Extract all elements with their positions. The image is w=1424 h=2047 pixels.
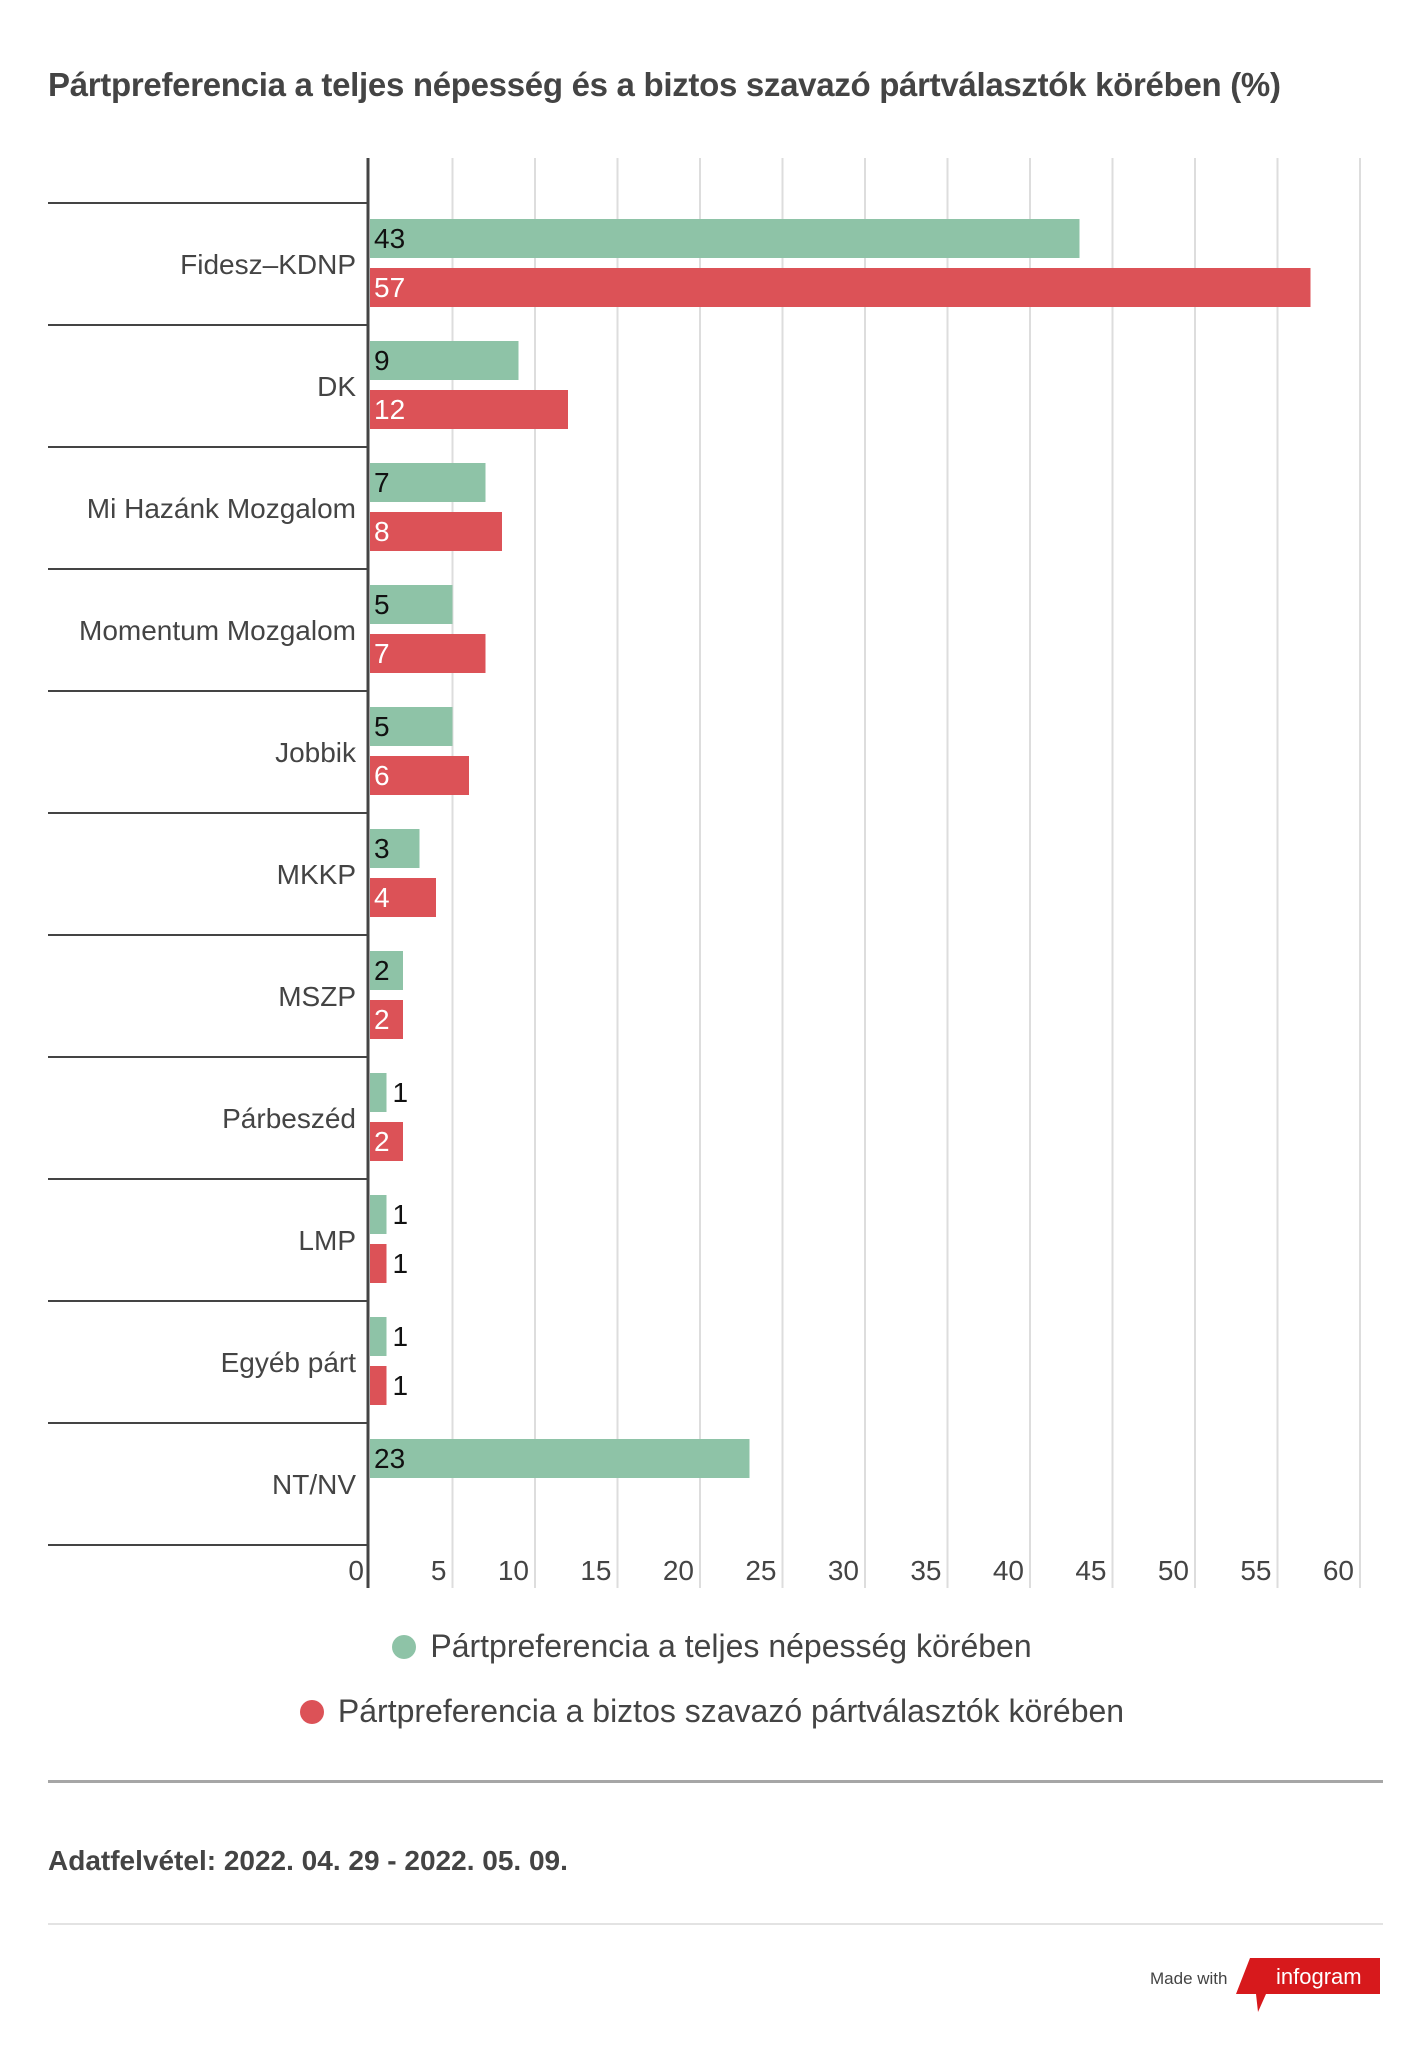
data-label: 2 bbox=[374, 1126, 390, 1157]
category-label: LMP bbox=[298, 1225, 356, 1256]
data-label: 9 bbox=[374, 345, 390, 376]
bar-series-2 bbox=[370, 390, 568, 429]
bar-series-1 bbox=[370, 951, 403, 990]
chart-title: Pártpreferencia a teljes népesség és a b… bbox=[48, 66, 1281, 103]
data-label: 2 bbox=[374, 955, 390, 986]
x-axis-ticks: 0 5 10 15 20 25 30 35 40 45 50 55 60 bbox=[348, 1555, 1354, 1586]
category-label: Fidesz–KDNP bbox=[180, 249, 356, 280]
bar-series-1 bbox=[370, 707, 453, 746]
x-tick-label: 40 bbox=[993, 1555, 1024, 1586]
infogram-brand-text[interactable]: infogram bbox=[1276, 1964, 1362, 1989]
category-label: Párbeszéd bbox=[222, 1103, 356, 1134]
bar-chart: Fidesz–KDNP DK Mi Hazánk Mozgalom Momentum … bbox=[48, 158, 1361, 1588]
bar-series-1 bbox=[370, 1073, 387, 1112]
footer-divider bbox=[48, 1780, 1383, 1783]
data-label: 7 bbox=[374, 467, 390, 498]
category-label: Egyéb párt bbox=[221, 1347, 357, 1378]
bar-series-1 bbox=[370, 463, 486, 502]
bar-series-2 bbox=[370, 1366, 387, 1405]
bar-series-1 bbox=[370, 1317, 387, 1356]
bar-series-1 bbox=[370, 829, 420, 868]
bar-series-2 bbox=[370, 512, 502, 551]
bar-series-1 bbox=[370, 585, 453, 624]
bar-series-1 bbox=[370, 1439, 750, 1478]
data-label: 23 bbox=[374, 1443, 405, 1474]
source-note: Adatfelvétel: 2022. 04. 29 - 2022. 05. 0… bbox=[48, 1845, 568, 1876]
x-tick-label: 20 bbox=[663, 1555, 694, 1586]
data-label: 5 bbox=[374, 711, 390, 742]
x-tick-label: 30 bbox=[828, 1555, 859, 1586]
data-label: 1 bbox=[393, 1199, 409, 1230]
made-with-label[interactable]: Made with bbox=[1150, 1969, 1228, 1988]
legend-dot-red-icon bbox=[299, 1699, 324, 1724]
data-label: 4 bbox=[374, 882, 390, 913]
footer-divider-thin bbox=[48, 1923, 1383, 1925]
bar-series-2 bbox=[370, 756, 469, 795]
bar-series-2 bbox=[370, 1000, 403, 1039]
data-label: 5 bbox=[374, 589, 390, 620]
bar-series-2 bbox=[370, 1122, 403, 1161]
data-label: 1 bbox=[393, 1321, 409, 1352]
x-tick-label: 0 bbox=[348, 1555, 364, 1586]
bar-series-2 bbox=[370, 634, 486, 673]
data-label: 57 bbox=[374, 272, 405, 303]
x-tick-label: 60 bbox=[1323, 1555, 1354, 1586]
x-tick-label: 55 bbox=[1240, 1555, 1271, 1586]
legend-item-2: Pártpreferencia a biztos szavazó pártvál… bbox=[0, 1693, 1424, 1732]
bar-series-2 bbox=[370, 1244, 387, 1283]
bar-series-1 bbox=[370, 341, 519, 380]
x-tick-label: 25 bbox=[745, 1555, 776, 1586]
data-label: 12 bbox=[374, 394, 405, 425]
legend-dot-green-icon bbox=[392, 1634, 417, 1659]
category-label: NT/NV bbox=[272, 1469, 356, 1500]
data-label: 3 bbox=[374, 833, 390, 864]
grid-lines bbox=[451, 158, 1361, 1588]
x-tick-label: 5 bbox=[431, 1555, 447, 1586]
data-label: 1 bbox=[393, 1248, 409, 1279]
x-tick-label: 35 bbox=[910, 1555, 941, 1586]
legend-label: Pártpreferencia a biztos szavazó pártvál… bbox=[337, 1693, 1125, 1729]
data-label: 1 bbox=[393, 1077, 409, 1108]
category-label: MSZP bbox=[278, 981, 356, 1012]
category-label: Jobbik bbox=[275, 737, 357, 768]
legend-item-1: Pártpreferencia a teljes népesség körébe… bbox=[0, 1628, 1424, 1667]
data-label: 2 bbox=[374, 1004, 390, 1035]
category-label: MKKP bbox=[277, 859, 356, 890]
data-label: 1 bbox=[393, 1370, 409, 1401]
bar-series-2 bbox=[370, 878, 436, 917]
infogram-logo-icon[interactable] bbox=[1236, 1958, 1380, 2012]
x-tick-label: 45 bbox=[1075, 1555, 1106, 1586]
category-label: DK bbox=[317, 371, 356, 402]
x-tick-label: 50 bbox=[1158, 1555, 1189, 1586]
data-label: 7 bbox=[374, 638, 390, 669]
data-label: 43 bbox=[374, 223, 405, 254]
bar-series-2 bbox=[370, 268, 1311, 307]
category-rows: Fidesz–KDNP DK Mi Hazánk Mozgalom Momentum … bbox=[48, 202, 368, 1546]
category-label: Momentum Mozgalom bbox=[79, 615, 356, 646]
bar-series-1 bbox=[370, 1195, 387, 1234]
bar-series-1 bbox=[370, 219, 1080, 258]
category-label: Mi Hazánk Mozgalom bbox=[87, 493, 356, 524]
x-tick-label: 15 bbox=[580, 1555, 611, 1586]
x-tick-label: 10 bbox=[498, 1555, 529, 1586]
data-label: 8 bbox=[374, 516, 390, 547]
legend-label: Pártpreferencia a teljes népesség körébe… bbox=[430, 1628, 1032, 1664]
data-label: 6 bbox=[374, 760, 390, 791]
